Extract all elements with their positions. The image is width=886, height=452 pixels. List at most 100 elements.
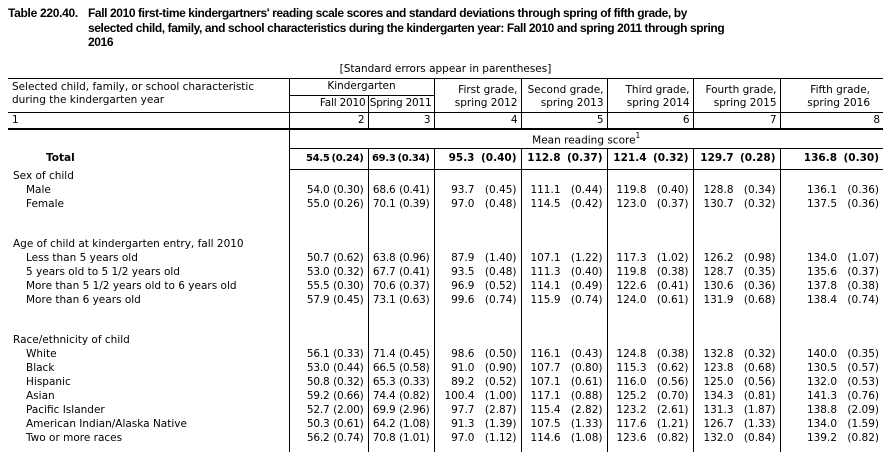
table-title-text: Fall 2010 first-time kindergartners' rea… [88, 6, 725, 49]
score-value: 63.8 [372, 252, 396, 264]
value-cell: 89.2 (0.52) [434, 375, 522, 390]
score-value: 134.3 [703, 390, 734, 402]
score-value: 107.5 [530, 418, 561, 430]
score-value: 50.7 [306, 252, 330, 264]
standard-error-value: (0.80) [570, 362, 603, 374]
standard-error-value: (1.08) [570, 432, 603, 444]
spacer-row [8, 307, 883, 334]
table-row: Hispanic 50.8 (0.32) 65.3 (0.33) 89.2 (0.52) 10… [8, 375, 883, 390]
value-cell [368, 211, 435, 238]
value-cell [521, 307, 608, 334]
row-label: Hispanic [8, 375, 290, 390]
score-value: 50.8 [306, 376, 330, 388]
standard-error-value: (0.45) [484, 184, 517, 196]
value-cell: 134.0 (1.07) [780, 252, 883, 266]
value-cell: 93.5 (0.48) [434, 265, 522, 280]
value-cell: 114.1 (0.49) [521, 279, 608, 294]
standard-error-value: (0.66) [333, 390, 364, 402]
value-cell: 65.3 (0.33) [368, 375, 435, 390]
value-cell: 117.6 (1.21) [607, 417, 694, 432]
value-cell [521, 211, 608, 238]
value-cell: 112.8 (0.37) [521, 148, 608, 170]
header-row-kindergarten-terms: Fall 2010 Spring 2011 [8, 95, 883, 112]
value-cell: 96.9 (0.52) [434, 279, 522, 294]
score-value: 122.6 [616, 280, 647, 292]
value-cell [434, 237, 522, 252]
value-cell: 68.6 (0.41) [368, 183, 435, 198]
score-value: 70.1 [372, 198, 396, 210]
score-value: 134.0 [806, 252, 837, 264]
score-value: 126.2 [703, 252, 734, 264]
score-value: 128.8 [703, 184, 734, 196]
measure-header-label: Mean reading score [532, 134, 636, 147]
table-row: 5 years old to 5 1/2 years old 53.0 (0.32)… [8, 265, 883, 280]
standard-error-value: (0.74) [484, 294, 517, 306]
value-cell: 125.0 (0.56) [693, 375, 781, 390]
value-cell: 53.0 (0.32) [289, 265, 369, 280]
score-value: 116.0 [616, 376, 647, 388]
column-number: 1 [8, 111, 290, 130]
value-cell: 70.8 (1.01) [368, 431, 435, 446]
standard-error-value: (1.87) [743, 404, 776, 416]
row-label [8, 307, 290, 334]
row-label: Two or more races [8, 431, 290, 446]
measure-header: Mean reading score1 [289, 128, 883, 149]
value-cell: 123.0 (0.37) [607, 197, 694, 212]
score-value: 136.8 [803, 152, 837, 164]
value-cell: 131.3 (1.87) [693, 403, 781, 418]
section-row: Age of child at kindergarten entry, fall… [8, 237, 883, 252]
table-row: Male 54.0 (0.30) 68.6 (0.41) 93.7 (0.45) 111.1(… [8, 183, 883, 198]
standard-error-value: (0.82) [847, 432, 879, 444]
score-value: 100.4 [444, 390, 475, 402]
standard-error-value: (1.00) [484, 390, 517, 402]
standard-error-value: (0.38) [656, 348, 689, 360]
value-cell: 122.6 (0.41) [607, 279, 694, 294]
column-number: 7 [693, 111, 781, 130]
value-cell: 63.8 (0.96) [368, 251, 435, 266]
value-cell: 114.6 (1.08) [521, 431, 608, 446]
value-cell: 55.5 (0.30) [289, 279, 369, 294]
row-label [8, 211, 290, 238]
standard-error-value: (0.96) [399, 252, 430, 264]
value-cell: 50.8 (0.32) [289, 375, 369, 390]
value-cell: 54.5 (0.24) [289, 148, 369, 170]
column-number: 3 [368, 111, 435, 130]
standard-error-value: (0.32) [652, 152, 689, 164]
value-cell: 70.1 (0.39) [368, 197, 435, 212]
value-cell [521, 169, 608, 184]
value-cell: 115.4 (2.82) [521, 403, 608, 418]
table-row: White 56.1 (0.33) 71.4 (0.45) 98.6 (0.50) 116.1… [8, 347, 883, 362]
value-cell: 57.9 (0.45) [289, 293, 369, 308]
pad-row [8, 445, 883, 452]
standard-error-value: (0.70) [656, 390, 689, 402]
standard-error-value: (1.33) [743, 418, 776, 430]
standard-error-value: (0.26) [333, 198, 364, 210]
score-value: 112.8 [527, 152, 561, 164]
score-value: 71.4 [372, 348, 396, 360]
value-cell: 128.8 (0.34) [693, 183, 781, 198]
value-cell [780, 212, 883, 238]
value-cell [368, 445, 435, 452]
row-label: White [8, 347, 290, 362]
value-cell: 97.0 (1.12) [434, 431, 522, 446]
score-value: 55.5 [306, 280, 330, 292]
value-cell: 136.8 (0.30) [780, 148, 883, 170]
standard-error-value: (0.44) [570, 184, 603, 196]
value-cell: 73.1 (0.63) [368, 293, 435, 308]
score-value: 141.3 [806, 390, 837, 402]
value-cell: 123.6 (0.82) [607, 431, 694, 446]
row-label: Race/ethnicity of child [8, 333, 290, 348]
value-cell: 132.0 (0.84) [693, 431, 781, 446]
value-cell [434, 169, 522, 184]
standard-error-value: (0.41) [656, 280, 689, 292]
standard-error-value: (0.38) [847, 280, 879, 292]
value-cell: 116.0 (0.56) [607, 375, 694, 390]
score-value: 69.9 [372, 404, 396, 416]
score-value: 119.8 [616, 184, 647, 196]
standard-error-value: (0.45) [333, 294, 364, 306]
footnote-marker: 1 [635, 130, 641, 140]
value-cell: 66.5 (0.58) [368, 361, 435, 376]
value-cell: 135.6 (0.37) [780, 266, 883, 280]
standard-error-value: (0.57) [847, 362, 879, 374]
score-value: 70.6 [372, 280, 396, 292]
